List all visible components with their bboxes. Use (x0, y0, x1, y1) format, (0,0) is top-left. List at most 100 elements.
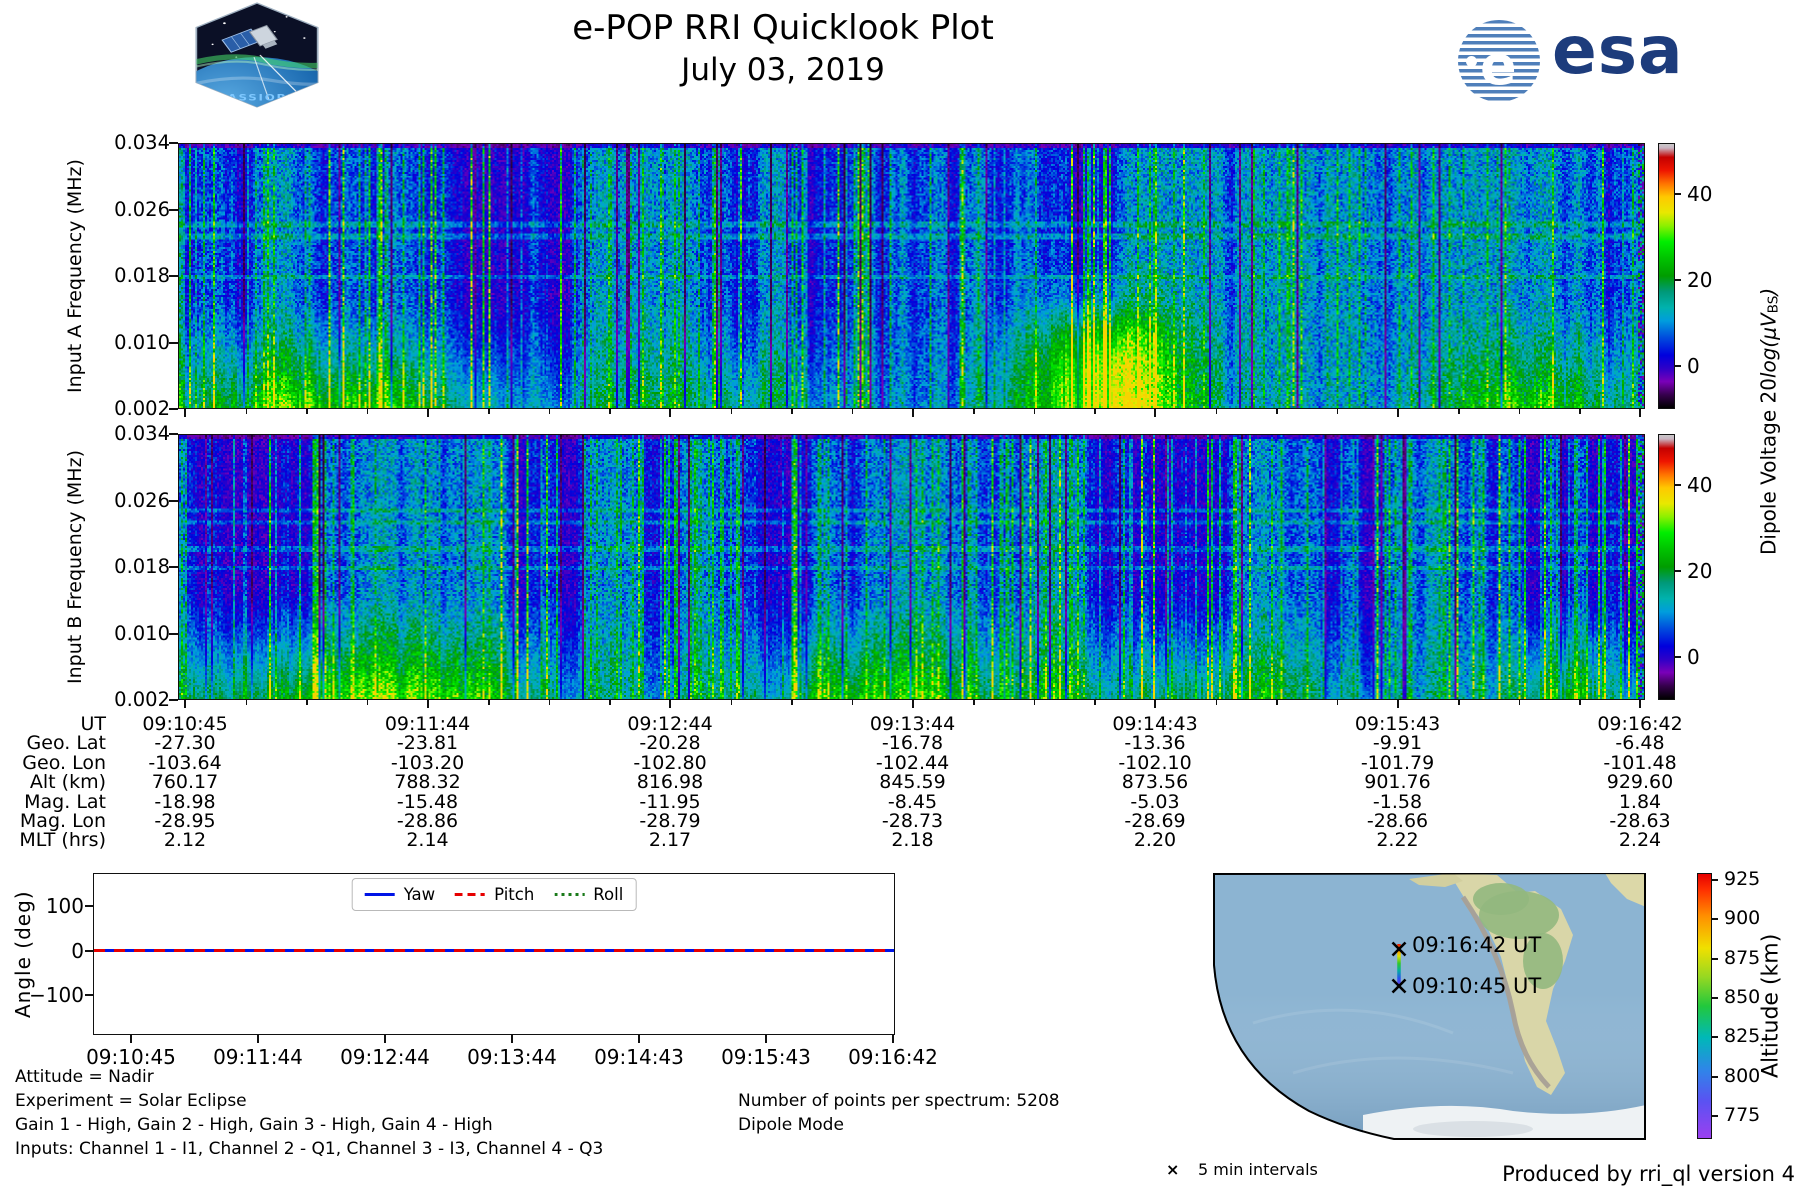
legend-line-sample (455, 892, 486, 897)
x-minor-tick-mark (1336, 409, 1339, 414)
x-minor-tick-mark (973, 409, 975, 414)
x-minor-tick-mark (366, 700, 369, 705)
angle-x-tick-label: 09:13:44 (467, 1045, 557, 1069)
x-minor-tick-mark (791, 409, 793, 414)
x-tick-mark (911, 409, 914, 417)
angle-x-tick-mark (384, 1035, 386, 1043)
x-tick-mark (1396, 409, 1399, 417)
spectrogram-b (178, 434, 1645, 700)
altitude-colorbar-tick-label: 800 (1724, 1064, 1761, 1087)
table-cell: 929.60 (1606, 771, 1674, 794)
y-tick-label: 0.018 (114, 264, 170, 287)
altitude-colorbar-tick-label: 850 (1724, 986, 1761, 1009)
table-cell: 09:14:43 (1112, 713, 1198, 735)
cassiope-mission-patch-icon: CASSIOPE (195, 2, 319, 108)
table-cell: 2.20 (1133, 829, 1177, 852)
produced-by-note: Produced by rri_ql version 4 (1502, 1162, 1795, 1186)
x-tick-mark (669, 409, 671, 417)
x-tick-mark (426, 700, 429, 708)
esa-globe-icon: e (1458, 20, 1540, 102)
colorbar-tick-mark (1675, 192, 1681, 195)
x-minor-tick-mark (1033, 409, 1036, 414)
spectrogram-a (178, 143, 1645, 409)
colorbar-tick-mark (1675, 656, 1681, 659)
x-minor-tick-mark (609, 700, 611, 705)
x-minor-tick-mark (245, 700, 248, 705)
x-minor-tick-mark (730, 409, 733, 414)
table-cell: -23.81 (396, 732, 459, 755)
altitude-colorbar-tick-label: 775 (1724, 1104, 1761, 1127)
x-minor-tick-mark (548, 409, 551, 414)
table-cell: -28.86 (396, 810, 459, 832)
legend-entry-yaw: Yaw (364, 885, 435, 904)
x-minor-tick-mark (1033, 700, 1036, 705)
inputs-note: Inputs: Channel 1 - I1, Channel 2 - Q1, … (15, 1139, 604, 1159)
x-minor-tick-mark (791, 700, 793, 705)
colorbar-tick-label: 20 (1687, 558, 1713, 583)
colorbar-tick-label: 40 (1687, 181, 1713, 206)
x-minor-tick-mark (1579, 700, 1581, 705)
page-title: e-POP RRI Quicklook Plot (572, 8, 994, 48)
colorbar-tick-label: 0 (1687, 645, 1700, 670)
table-cell: -9.91 (1372, 732, 1423, 755)
cb-label-close: ) (1756, 287, 1781, 296)
x-minor-tick-mark (488, 409, 490, 414)
angle-x-tick-mark (130, 1035, 132, 1043)
x-minor-tick-mark (1276, 700, 1278, 705)
colorbar-tick-label: 40 (1687, 472, 1713, 497)
x-minor-tick-mark (609, 409, 611, 414)
angle-y-tick-mark (85, 949, 93, 952)
y-tick-mark (169, 433, 178, 435)
legend-label: Pitch (494, 885, 535, 904)
y-tick-mark (169, 566, 178, 568)
gains-note: Gain 1 - High, Gain 2 - High, Gain 3 - H… (15, 1115, 493, 1135)
table-cell: 09:10:45 (142, 713, 228, 735)
y-tick-mark (169, 499, 178, 502)
table-cell: 845.59 (879, 771, 946, 794)
table-cell: 2.12 (163, 829, 207, 852)
angle-plot-legend: Yaw Pitch Roll (351, 878, 637, 911)
x-minor-tick-mark (1094, 700, 1096, 705)
cb-label-log: log (1756, 347, 1781, 379)
table-cell: -6.48 (1615, 732, 1665, 755)
colorbar-tick-mark (1675, 569, 1681, 572)
x-minor-tick-mark (1336, 700, 1339, 705)
table-cell: -27.30 (154, 732, 216, 755)
table-cell: 09:12:44 (627, 713, 713, 735)
angle-y-tick-label: 100 (45, 894, 84, 919)
table-cell: -28.69 (1124, 810, 1186, 832)
y-tick-label: 0.002 (114, 397, 170, 420)
y-tick-label: 0.034 (114, 422, 170, 445)
y-tick-mark (169, 275, 178, 277)
table-cell: 09:15:43 (1354, 713, 1441, 735)
table-row-label: Geo. Lat (26, 732, 106, 755)
table-row-label: MLT (hrs) (19, 829, 106, 852)
legend-entry-roll: Roll (554, 885, 623, 904)
legend-line-sample (364, 892, 395, 897)
attitude-note: Attitude = Nadir (15, 1067, 154, 1087)
x-tick-mark (426, 409, 429, 417)
y-tick-mark (169, 632, 178, 635)
altitude-colorbar-tick-mark (1712, 957, 1718, 960)
altitude-colorbar-tick-mark (1712, 997, 1718, 1000)
angle-x-tick-mark (892, 1035, 894, 1043)
x-minor-tick-mark (1458, 700, 1460, 705)
x-tick-mark (1639, 700, 1641, 708)
angle-x-tick-mark (765, 1035, 767, 1043)
angle-x-tick-label: 09:14:43 (594, 1045, 684, 1069)
spectrogram-a-ylabel: Input A Frequency (MHz) (64, 159, 86, 393)
interval-marker-icon: × (1166, 1160, 1180, 1179)
table-cell: 2.22 (1376, 829, 1419, 852)
esa-globe-dot (1466, 56, 1477, 67)
x-minor-tick-mark (973, 700, 975, 705)
altitude-colorbar-tick-mark (1712, 1075, 1718, 1078)
table-cell: -103.64 (148, 751, 222, 774)
legend-label: Roll (593, 885, 624, 904)
spectrogram-b-ylabel: Input B Frequency (MHz) (64, 450, 86, 684)
y-tick-label: 0.026 (114, 197, 170, 221)
table-cell: -28.73 (881, 810, 944, 832)
x-tick-mark (1639, 409, 1641, 417)
x-minor-tick-mark (306, 409, 308, 414)
colorbar-tick-mark (1675, 365, 1681, 368)
x-minor-tick-mark (1215, 700, 1218, 705)
